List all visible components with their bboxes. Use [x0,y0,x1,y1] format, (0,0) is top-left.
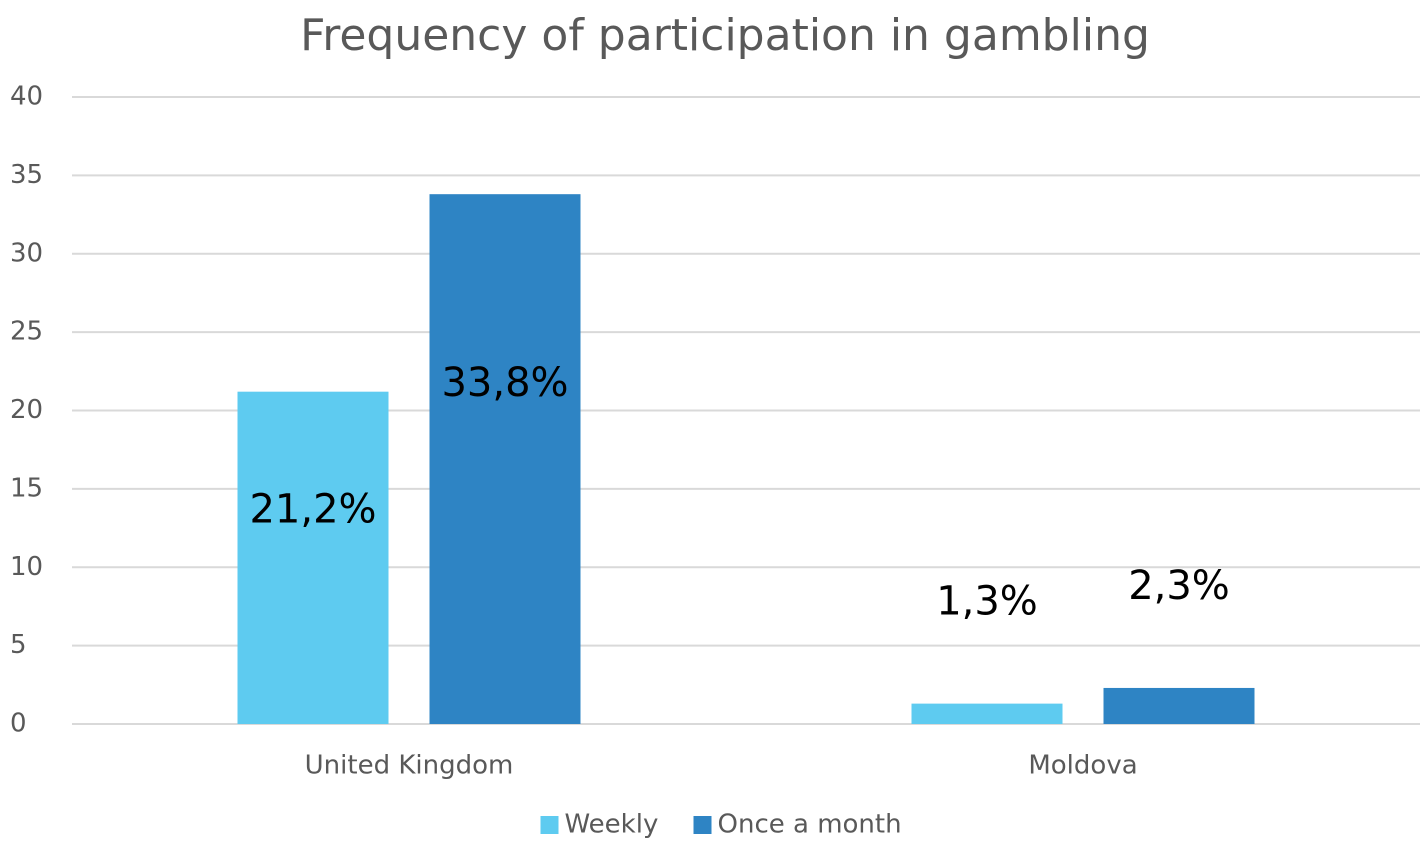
y-tick-label: 10 [10,552,43,582]
y-tick-label: 20 [10,395,43,425]
chart-title: Frequency of participation in gambling [300,10,1150,61]
legend-swatch [693,816,712,834]
x-tick-label: United Kingdom [305,751,514,781]
y-tick-label: 0 [10,709,27,739]
y-tick-label: 40 [10,82,43,112]
bar [429,194,581,724]
x-tick-label: Moldova [1028,751,1137,781]
y-tick-label: 35 [10,160,43,190]
data-label: 21,2% [249,486,376,532]
data-label: 33,8% [441,360,568,406]
legend-label: Once a month [718,810,902,840]
legend-label: Weekly [565,810,659,840]
legend-swatch [540,816,559,834]
y-tick-label: 15 [10,473,43,503]
y-tick-label: 5 [10,630,27,660]
y-tick-label: 30 [10,238,43,268]
bar [237,391,389,724]
y-tick-label: 25 [10,317,43,347]
data-label: 2,3% [1128,563,1230,609]
bar [911,703,1063,724]
data-label: 1,3% [936,579,1038,625]
bar [1103,687,1255,724]
